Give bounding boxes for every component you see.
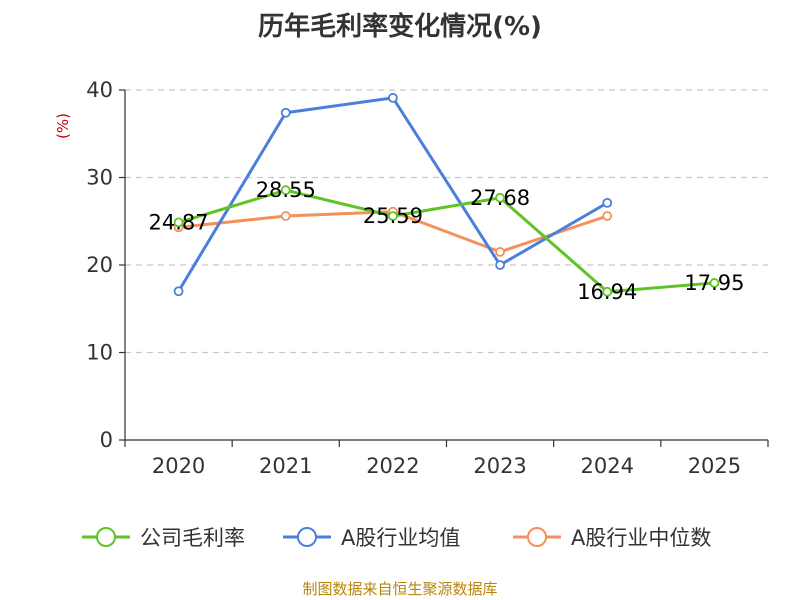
y-tick-label: 0 — [100, 428, 113, 452]
data-point — [173, 286, 184, 297]
tick-labels: 0 10 20 30 40 2020 2021 2022 2023 2024 2025 — [86, 78, 741, 478]
data-point — [709, 278, 720, 288]
series-line-0 — [178, 188, 715, 294]
legend-label: A股行业中位数 — [571, 526, 711, 550]
y-tick-label: 10 — [86, 341, 113, 365]
data-point — [602, 197, 613, 208]
y-tick-label: 20 — [86, 253, 113, 277]
legend-marker — [96, 527, 116, 547]
legend-item-2: A股行业中位数 — [513, 526, 711, 550]
x-tick-label: 2021 — [259, 454, 312, 478]
data-point — [173, 217, 184, 228]
legend: 公司毛利率 A股行业均值 A股行业中位数 — [82, 526, 711, 550]
data-label: 25.59 — [363, 204, 423, 228]
x-tick-label: 2023 — [473, 454, 526, 478]
data-label: 17.95 — [684, 271, 744, 295]
grid-lines — [125, 89, 768, 354]
data-point — [602, 211, 613, 221]
data-point — [280, 211, 291, 221]
legend-item-1: A股行业均值 — [283, 526, 460, 550]
legend-label: A股行业均值 — [341, 526, 460, 550]
data-label: 27.68 — [470, 186, 530, 210]
data-point — [495, 260, 505, 270]
series-line-1 — [177, 96, 609, 293]
legend-label: 公司毛利率 — [140, 526, 245, 550]
legend-item-0: 公司毛利率 — [82, 526, 245, 550]
axes — [119, 89, 769, 447]
data-label: 28.55 — [256, 178, 316, 202]
data-labels: 24.87 28.55 25.59 27.68 16.94 17.95 — [149, 178, 745, 304]
y-axis-label: (%) — [54, 113, 72, 139]
y-tick-label: 40 — [86, 78, 113, 102]
data-point — [495, 246, 505, 257]
x-tick-label: 2024 — [581, 454, 634, 478]
x-tick-label: 2025 — [688, 454, 741, 478]
x-tick-label: 2022 — [366, 454, 419, 478]
legend-marker — [527, 527, 547, 547]
data-point — [280, 185, 291, 196]
data-source-note: 制图数据来自恒生聚源数据库 — [302, 580, 497, 598]
data-point — [388, 211, 398, 221]
data-label: 16.94 — [577, 280, 637, 304]
x-tick-label: 2020 — [152, 454, 205, 478]
series-lines — [173, 92, 720, 297]
data-point — [280, 107, 291, 118]
data-point — [388, 92, 398, 103]
chart-title: 历年毛利率变化情况(%) — [258, 11, 542, 42]
data-label: 24.87 — [149, 210, 209, 234]
y-tick-label: 30 — [86, 166, 113, 190]
legend-marker — [297, 527, 317, 547]
data-point — [602, 286, 613, 297]
data-point — [495, 192, 505, 203]
